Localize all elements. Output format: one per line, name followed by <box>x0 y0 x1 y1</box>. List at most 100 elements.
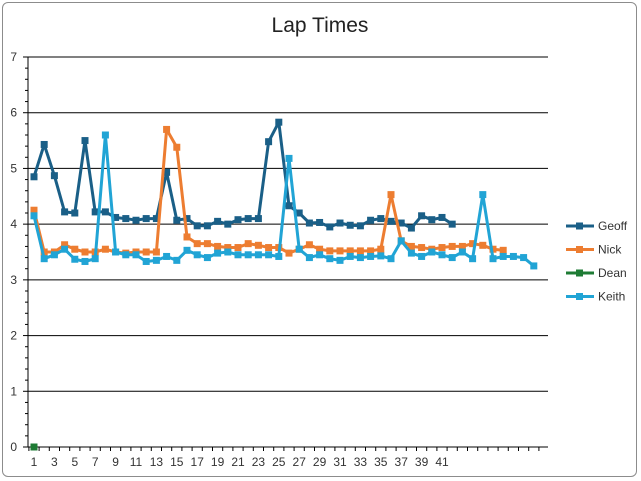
data-point-nick <box>214 242 222 250</box>
data-point-dean <box>30 443 38 451</box>
y-tick-label: 1 <box>10 384 17 398</box>
x-tick-label: 29 <box>313 455 327 469</box>
data-point-geoff <box>183 215 191 223</box>
data-point-keith <box>81 257 89 265</box>
data-point-geoff <box>214 217 222 225</box>
data-point-keith <box>163 252 171 260</box>
data-point-geoff <box>224 220 232 228</box>
data-point-nick <box>244 240 252 248</box>
data-point-nick <box>346 247 354 255</box>
data-point-geoff <box>428 216 436 224</box>
data-point-keith <box>316 251 324 259</box>
data-point-nick <box>305 241 313 249</box>
x-tick-label: 33 <box>354 455 368 469</box>
data-point-geoff <box>316 218 324 226</box>
data-point-nick <box>40 248 48 256</box>
data-point-keith <box>489 255 497 263</box>
y-tick-label: 5 <box>10 161 17 175</box>
data-point-keith <box>244 251 252 259</box>
data-point-keith <box>458 248 466 256</box>
x-tick-label: 37 <box>395 455 409 469</box>
data-point-nick <box>193 240 201 248</box>
data-point-keith <box>407 249 415 257</box>
data-point-nick <box>30 206 38 214</box>
legend-label-nick: Nick <box>598 243 622 257</box>
data-point-geoff <box>356 222 364 230</box>
data-point-nick <box>469 240 477 248</box>
data-point-geoff <box>367 216 375 224</box>
data-point-keith <box>448 254 456 262</box>
data-point-keith <box>91 255 99 263</box>
data-point-geoff <box>50 172 58 180</box>
data-point-geoff <box>418 212 426 220</box>
y-tick-label: 4 <box>10 217 17 231</box>
data-point-keith <box>387 255 395 263</box>
data-point-keith <box>418 252 426 260</box>
data-point-keith <box>326 255 334 263</box>
data-point-geoff <box>346 221 354 229</box>
x-tick-label: 11 <box>130 455 143 469</box>
data-point-keith <box>509 252 517 260</box>
x-tick-label: 27 <box>293 455 307 469</box>
data-point-geoff <box>397 219 405 227</box>
y-tick-label: 0 <box>10 440 17 454</box>
data-point-nick <box>254 241 262 249</box>
data-point-keith <box>469 255 477 263</box>
x-tick-label: 21 <box>231 455 245 469</box>
data-point-nick <box>336 247 344 255</box>
data-point-nick <box>499 246 507 254</box>
data-point-geoff <box>326 223 334 231</box>
data-point-nick <box>163 125 171 133</box>
data-point-keith <box>336 256 344 264</box>
data-point-keith <box>173 256 181 264</box>
legend: Geoff Nick Dean Keith <box>566 219 628 304</box>
y-tick-label: 2 <box>10 329 17 343</box>
y-tick-label: 6 <box>10 106 17 120</box>
data-point-nick <box>265 244 273 252</box>
data-point-keith <box>203 254 211 262</box>
data-point-geoff <box>112 213 120 221</box>
data-point-nick <box>101 245 109 253</box>
data-point-keith <box>520 254 528 262</box>
data-point-keith <box>30 212 38 220</box>
data-point-geoff <box>285 202 293 210</box>
y-tick-label: 3 <box>10 273 17 287</box>
data-point-keith <box>193 251 201 259</box>
x-tick-label: 19 <box>211 455 225 469</box>
data-point-keith <box>530 262 538 270</box>
data-point-keith <box>499 252 507 260</box>
data-point-keith <box>428 248 436 256</box>
data-point-keith <box>265 251 273 259</box>
data-point-nick <box>152 248 160 256</box>
data-point-keith <box>122 251 130 259</box>
data-point-keith <box>377 252 385 260</box>
legend-label-keith: Keith <box>598 290 625 304</box>
data-point-keith <box>101 131 109 139</box>
data-point-nick <box>326 247 334 255</box>
data-point-nick <box>448 242 456 250</box>
data-point-geoff <box>91 208 99 216</box>
x-tick-label: 39 <box>415 455 429 469</box>
data-point-keith <box>152 256 160 264</box>
data-point-geoff <box>254 215 262 223</box>
chart-title: Lap Times <box>272 14 369 37</box>
data-point-nick <box>316 245 324 253</box>
data-point-geoff <box>265 138 273 146</box>
data-point-geoff <box>305 219 313 227</box>
data-point-geoff <box>101 208 109 216</box>
series-layer <box>30 118 538 451</box>
x-tick-label: 35 <box>374 455 388 469</box>
data-point-nick <box>183 233 191 241</box>
data-point-nick <box>367 247 375 255</box>
data-point-geoff <box>438 213 446 221</box>
x-tick-label: 1 <box>31 455 38 469</box>
data-point-geoff <box>163 168 171 176</box>
legend-marker-keith <box>576 293 583 300</box>
data-point-nick <box>224 244 232 252</box>
data-point-geoff <box>132 216 140 224</box>
data-point-geoff <box>81 137 89 145</box>
data-point-keith <box>295 245 303 253</box>
chart-frame <box>2 2 637 477</box>
data-point-nick <box>285 249 293 257</box>
data-point-keith <box>275 252 283 260</box>
